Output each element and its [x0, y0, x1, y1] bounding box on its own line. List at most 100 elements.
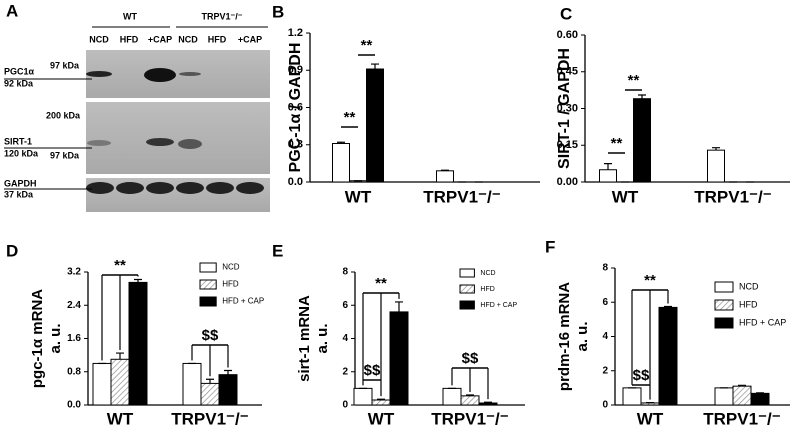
x-tick-label: WT — [612, 187, 639, 206]
y-tick-label: 6 — [342, 300, 348, 311]
bar — [640, 402, 660, 406]
legend-label: NCD — [739, 281, 759, 291]
error-bar — [738, 384, 746, 387]
bar — [128, 281, 148, 406]
blot-strip — [86, 50, 270, 98]
legend-label: HFD + CAP — [480, 302, 517, 309]
band — [146, 182, 174, 194]
error-bar — [134, 278, 142, 283]
band — [86, 182, 114, 194]
bar — [389, 311, 409, 406]
x-tick-label: TRPV1⁻/⁻ — [423, 187, 500, 206]
group-label: TRPV1⁻/⁻ — [201, 11, 242, 21]
size-label: 92 kDa — [4, 78, 34, 88]
panel-label: A — [6, 1, 18, 20]
protein-label: GAPDH — [4, 178, 37, 188]
legend-label: NCD — [222, 263, 240, 272]
y-axis-label: a. u. — [574, 321, 591, 351]
band — [179, 72, 201, 76]
y-tick-label: 1.2 — [288, 27, 303, 39]
annotation: $$ — [462, 350, 479, 367]
legend-swatch — [714, 299, 734, 311]
band — [87, 140, 111, 146]
y-tick-label: 6 — [602, 297, 608, 308]
legend-swatch — [459, 284, 475, 294]
annotation: $$ — [364, 362, 381, 379]
y-axis-label: PGC-1α / GAPDH — [287, 43, 304, 173]
error-bar — [466, 394, 474, 396]
lane-label: HFD — [208, 34, 227, 44]
y-tick-label: 0 — [342, 400, 348, 411]
y-tick-label: 8 — [342, 267, 348, 278]
error-bar — [116, 352, 124, 360]
bar — [599, 169, 617, 183]
error-bar — [377, 398, 385, 401]
legend-label: HFD — [222, 280, 239, 289]
legend-label: HFD + CAP — [222, 297, 264, 306]
panel-label: F — [545, 237, 555, 256]
error-bar — [371, 63, 379, 70]
legend-swatch — [199, 279, 217, 290]
y-axis-label: prdm-16 mRNA — [556, 282, 573, 391]
y-tick-label: 0.8 — [67, 366, 81, 377]
legend-label: NCD — [480, 270, 495, 277]
group-label: WT — [123, 11, 137, 21]
bar — [353, 387, 373, 406]
y-tick-label: 4 — [342, 333, 348, 344]
bar — [750, 392, 770, 406]
protein-label: SIRT-1 — [4, 136, 32, 146]
bar — [707, 149, 725, 183]
band — [236, 182, 264, 194]
y-tick-label: 0.45 — [557, 66, 578, 78]
lane-label: HFD — [120, 34, 139, 44]
error-bar — [206, 378, 214, 384]
annotation: $$ — [202, 327, 219, 344]
error-bar — [337, 141, 345, 144]
bar — [218, 374, 238, 406]
error-bar — [224, 369, 232, 375]
legend-swatch — [199, 296, 217, 307]
marker-label: 97 kDa — [50, 60, 80, 70]
y-tick-label: 3.2 — [67, 267, 81, 278]
protein-label: PGC1α — [4, 66, 35, 76]
lane-label: +CAP — [238, 34, 262, 44]
error-bar — [712, 147, 720, 151]
marker-label: 200 kDa — [46, 110, 81, 120]
y-axis-label: sirt-1 mRNA — [296, 295, 313, 382]
band — [206, 182, 234, 194]
bar — [658, 306, 678, 406]
bar — [436, 170, 454, 183]
bar — [200, 382, 220, 406]
annotation: $$ — [633, 367, 650, 384]
legend-swatch — [714, 317, 734, 329]
blot-panel: A WT TRPV1⁻/⁻ NCD HFD +CAP NCD HFD +CAP … — [4, 1, 270, 212]
annotation: ** — [344, 109, 356, 126]
y-tick-label: 2 — [342, 366, 348, 377]
annotation: ** — [361, 37, 373, 54]
y-tick-label: 0.3 — [288, 139, 303, 151]
band — [116, 182, 144, 194]
x-tick-label: WT — [368, 409, 395, 428]
y-tick-label: 8 — [602, 263, 608, 274]
bar — [182, 362, 202, 406]
y-tick-label: 0.30 — [557, 102, 578, 114]
y-tick-label: 0.0 — [288, 176, 303, 188]
y-axis-label: a. u. — [314, 323, 331, 353]
y-tick-label: 0 — [602, 400, 608, 411]
panel-label: C — [560, 4, 572, 23]
error-bar — [756, 392, 764, 394]
band — [176, 182, 204, 194]
size-label: 37 kDa — [4, 189, 34, 199]
legend-label: HFD — [480, 286, 494, 293]
error-bar — [395, 301, 403, 312]
x-tick-label: TRPV1⁻/⁻ — [171, 409, 248, 428]
bar — [478, 402, 498, 406]
y-tick-label: 4 — [602, 331, 608, 342]
legend-swatch — [459, 300, 475, 310]
lane-label: NCD — [89, 34, 109, 44]
bar — [622, 387, 642, 406]
blot-strip — [86, 102, 270, 174]
size-label: 120 kDa — [4, 148, 39, 158]
